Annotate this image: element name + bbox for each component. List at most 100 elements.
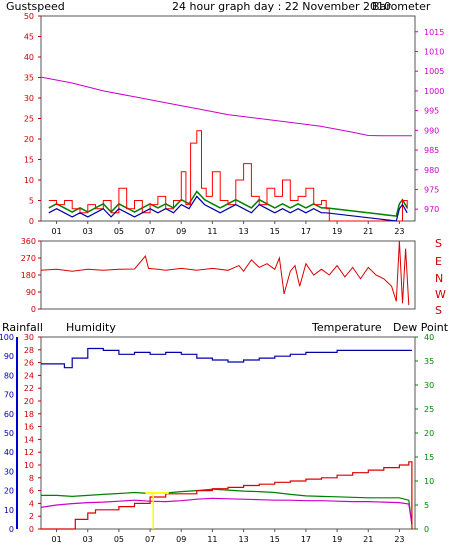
temp-tick-label: 15 bbox=[424, 453, 434, 462]
rain-tick-label: 4 bbox=[29, 499, 34, 508]
x-tick-label: 17 bbox=[301, 535, 311, 544]
dew-point-header: Dew Point bbox=[393, 321, 449, 334]
x-tick-label: 11 bbox=[207, 535, 217, 544]
dir-tick-label: 180 bbox=[21, 271, 36, 280]
baro-tick-label: 980 bbox=[424, 166, 439, 175]
series-wind-average-green bbox=[48, 190, 408, 217]
x-tick-label: 11 bbox=[207, 227, 217, 236]
compass-letter-4: S bbox=[435, 304, 442, 317]
rainfall-header: Rainfall bbox=[2, 321, 43, 334]
baro-tick-label: 970 bbox=[424, 205, 439, 214]
humidity-tick-label: 40 bbox=[4, 448, 14, 457]
temp-tick-label: 30 bbox=[424, 381, 434, 390]
compass-letter-0: S bbox=[435, 237, 442, 250]
temp-tick-label: 40 bbox=[424, 333, 434, 342]
barometer-header: Barometer bbox=[372, 0, 431, 13]
series-wind-average bbox=[48, 195, 408, 222]
rain-tick-label: 28 bbox=[24, 346, 34, 355]
series-wind-direction bbox=[40, 240, 410, 306]
humidity-tick-label: 30 bbox=[4, 467, 14, 476]
x-tick-label: 09 bbox=[176, 535, 186, 544]
temp-tick-label: 35 bbox=[424, 357, 434, 366]
panel-rain-frame bbox=[40, 336, 416, 530]
rain-tick-label: 24 bbox=[24, 371, 34, 380]
dir-tick-label: 360 bbox=[21, 237, 36, 246]
x-tick-label: 15 bbox=[270, 535, 280, 544]
rain-tick-label: 2 bbox=[29, 512, 34, 521]
x-tick-label: 07 bbox=[145, 535, 155, 544]
gust-tick-label: 45 bbox=[24, 33, 34, 42]
temp-tick-label: 25 bbox=[424, 405, 434, 414]
rain-tick-label: 14 bbox=[24, 435, 34, 444]
rain-tick-label: 30 bbox=[24, 333, 34, 342]
dir-tick-label: 90 bbox=[26, 288, 36, 297]
baro-tick-label: 995 bbox=[424, 107, 439, 116]
rain-tick-label: 22 bbox=[24, 384, 34, 393]
rain-tick-label: 12 bbox=[24, 448, 34, 457]
series-dew-point bbox=[40, 497, 413, 525]
humidity-tick-label: 90 bbox=[4, 352, 14, 361]
x-tick-label: 21 bbox=[363, 227, 373, 236]
x-tick-label: 13 bbox=[238, 227, 248, 236]
series-gustspeed bbox=[48, 130, 408, 222]
rain-tick-label: 26 bbox=[24, 359, 34, 368]
x-tick-label: 01 bbox=[51, 535, 61, 544]
baro-tick-label: 1010 bbox=[424, 47, 444, 56]
x-tick-label: 13 bbox=[238, 535, 248, 544]
rain-tick-label: 6 bbox=[29, 487, 34, 496]
dir-tick-label: 270 bbox=[21, 254, 36, 263]
rain-tick-label: 20 bbox=[24, 397, 34, 406]
x-tick-label: 05 bbox=[114, 535, 124, 544]
rain-tick-label: 8 bbox=[29, 474, 34, 483]
baro-tick-label: 1005 bbox=[424, 67, 444, 76]
humidity-tick-label: 0 bbox=[9, 525, 14, 534]
baro-tick-label: 1000 bbox=[424, 87, 444, 96]
humidity-tick-label: 10 bbox=[4, 506, 14, 515]
series-barometer bbox=[40, 76, 412, 137]
x-tick-label: 07 bbox=[145, 227, 155, 236]
x-tick-label: 01 bbox=[51, 227, 61, 236]
x-tick-label: 03 bbox=[83, 227, 93, 236]
x-tick-label: 09 bbox=[176, 227, 186, 236]
x-tick-label: 03 bbox=[83, 535, 93, 544]
rain-tick-label: 16 bbox=[24, 423, 34, 432]
temperature-header: Temperature bbox=[311, 321, 382, 334]
compass-letter-2: N bbox=[435, 272, 443, 285]
humidity-tick-label: 80 bbox=[4, 371, 14, 380]
baro-tick-label: 975 bbox=[424, 185, 439, 194]
humidity-tick-label: 100 bbox=[0, 333, 14, 342]
humidity-tick-label: 70 bbox=[4, 391, 14, 400]
gust-tick-label: 5 bbox=[29, 197, 34, 206]
rain-tick-label: 0 bbox=[29, 525, 34, 534]
baro-tick-label: 1015 bbox=[424, 28, 444, 37]
compass-letter-3: W bbox=[435, 288, 446, 301]
rain-tick-label: 10 bbox=[24, 461, 34, 470]
temp-tick-label: 10 bbox=[424, 477, 434, 486]
x-tick-label: 23 bbox=[394, 227, 404, 236]
dir-tick-label: 0 bbox=[31, 305, 36, 314]
gustspeed-header: Gustspeed bbox=[6, 0, 65, 13]
temp-tick-label: 0 bbox=[424, 525, 429, 534]
gust-tick-label: 30 bbox=[24, 94, 34, 103]
x-tick-label: 17 bbox=[301, 227, 311, 236]
gust-tick-label: 10 bbox=[24, 176, 34, 185]
series-rainfall bbox=[41, 461, 413, 530]
temp-tick-label: 5 bbox=[424, 501, 429, 510]
chart-title: 24 hour graph day : 22 November 2010 bbox=[172, 0, 391, 13]
gust-tick-label: 25 bbox=[24, 115, 34, 124]
series-humidity bbox=[41, 347, 412, 369]
x-tick-label: 19 bbox=[332, 227, 342, 236]
series-temperature bbox=[41, 488, 413, 525]
panel-direction-frame bbox=[40, 240, 416, 310]
compass-letter-1: E bbox=[435, 255, 442, 268]
gust-tick-label: 0 bbox=[29, 217, 34, 226]
baro-tick-label: 990 bbox=[424, 126, 439, 135]
gust-tick-label: 35 bbox=[24, 74, 34, 83]
panel-wind-frame bbox=[40, 15, 416, 222]
x-tick-label: 15 bbox=[270, 227, 280, 236]
x-tick-label: 19 bbox=[332, 535, 342, 544]
rain-tick-label: 18 bbox=[24, 410, 34, 419]
baro-tick-label: 985 bbox=[424, 146, 439, 155]
humidity-tick-label: 50 bbox=[4, 429, 14, 438]
